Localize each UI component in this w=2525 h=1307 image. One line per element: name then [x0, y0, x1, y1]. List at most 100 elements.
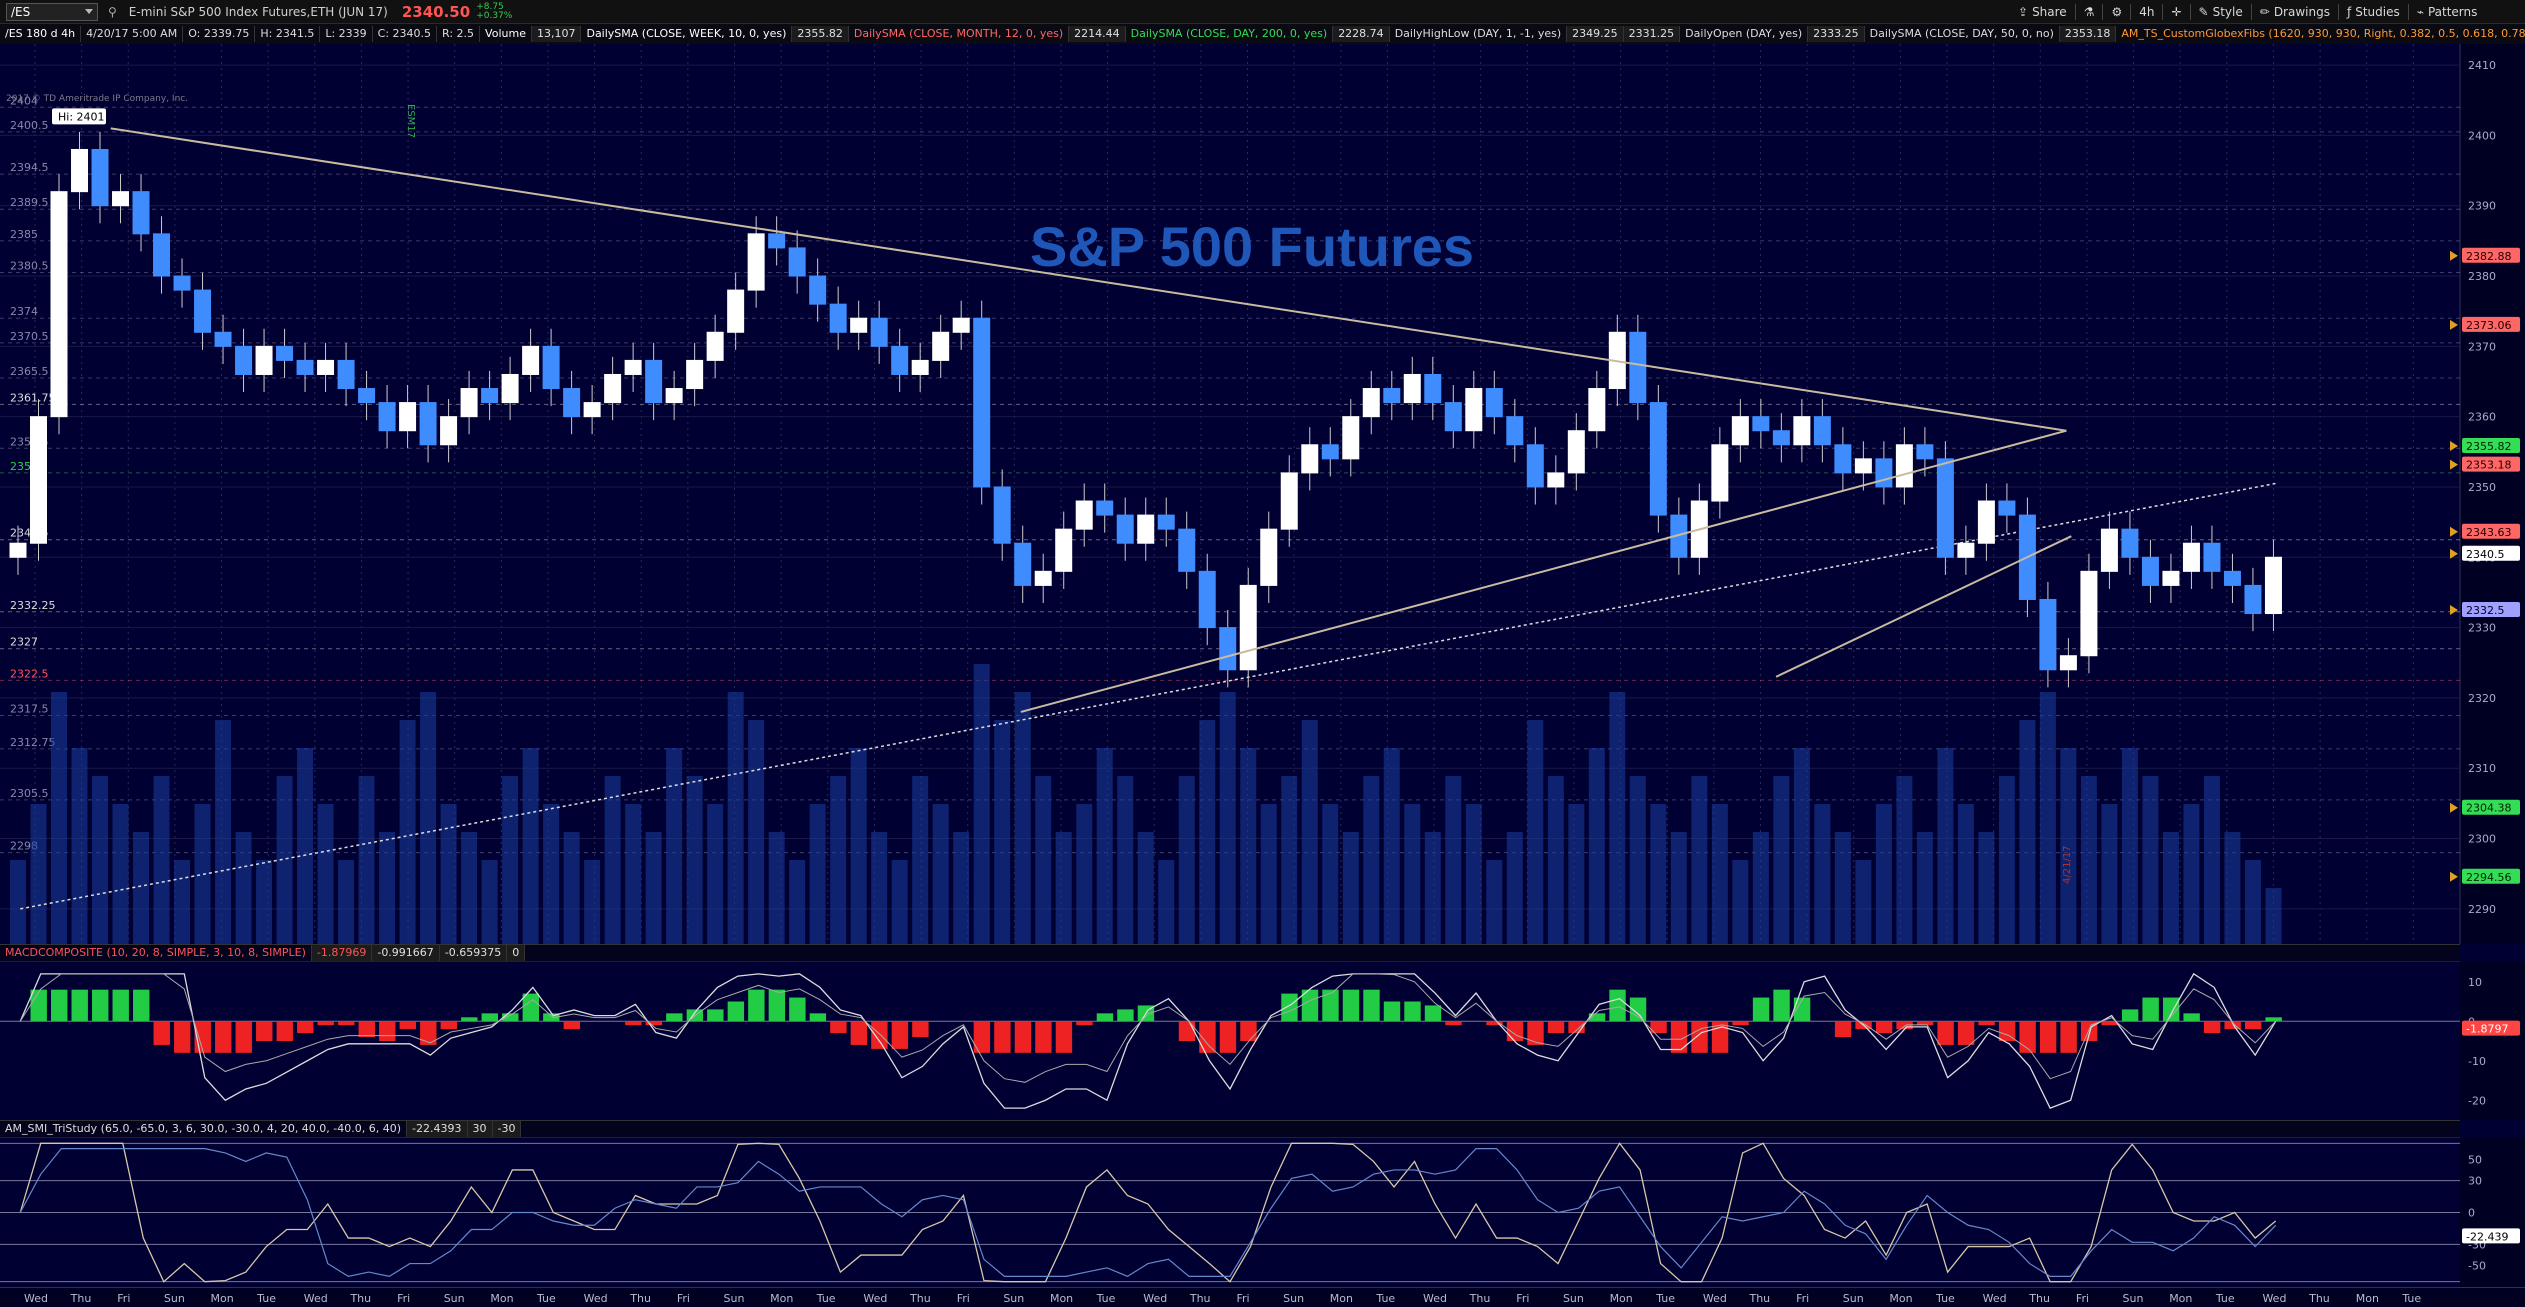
- macd-chart-svg: 100-10-20-1.8797: [0, 962, 2525, 1120]
- study-label[interactable]: DailyOpen (DAY, yes): [1680, 26, 1809, 42]
- candle-up: [2080, 570, 2098, 657]
- price-tick-label: 2370: [2468, 340, 2496, 353]
- candle-up: [1260, 528, 1278, 586]
- volume-bar: [748, 720, 765, 944]
- price-pane[interactable]: 2404 2400.5 2394.5 2389.5 2385 2380.5 2374 2370…: [0, 44, 2525, 944]
- candle-down: [2121, 528, 2139, 558]
- smi-fast-line: [19, 1142, 2277, 1283]
- macd-study-label[interactable]: MACDCOMPOSITE (10, 20, 8, SIMPLE, 3, 10,…: [0, 945, 312, 961]
- patterns-button[interactable]: Patterns: [2427, 5, 2478, 19]
- candle-down: [1178, 528, 1196, 572]
- flask-icon[interactable]: ⚗: [2083, 5, 2095, 19]
- macd-bar-positive: [92, 989, 109, 1022]
- macd-bar-positive: [2162, 997, 2180, 1022]
- bar-range: R: 2.5: [437, 26, 481, 42]
- patterns-icon[interactable]: ⌁: [2416, 5, 2424, 19]
- volume-label[interactable]: Volume: [480, 26, 532, 42]
- candle-up: [1567, 430, 1585, 474]
- smi-study-label[interactable]: AM_SMI_TriStudy (65.0, -65.0, 3, 6, 30.0…: [0, 1121, 408, 1137]
- macd-bar-negative: [1035, 1021, 1052, 1053]
- study-label[interactable]: AM_TS_CustomGlobexFibs (1620, 930, 930, …: [2116, 26, 2525, 42]
- time-tick-label: Tue: [1935, 1292, 1955, 1305]
- candle-down: [1383, 388, 1401, 404]
- candle-up: [1403, 373, 1421, 404]
- candle-down: [1649, 402, 1667, 516]
- macd-pane[interactable]: 100-10-20-1.8797: [0, 962, 2525, 1120]
- macd-bar-negative: [379, 1021, 396, 1041]
- time-tick-label: Fri: [1796, 1292, 1809, 1305]
- time-tick-label: Mon: [1330, 1292, 1353, 1305]
- crosshair-icon[interactable]: ✛: [2171, 5, 2182, 19]
- study-label[interactable]: DailySMA (CLOSE, DAY, 50, 0, no): [1865, 26, 2060, 42]
- macd-bar-negative: [1178, 1021, 1196, 1041]
- link-icon[interactable]: ⚲: [108, 4, 117, 19]
- candle-up: [1137, 514, 1155, 544]
- candle-up: [624, 359, 642, 375]
- price-tick-label: 2380: [2468, 270, 2496, 283]
- volume-bar: [891, 860, 908, 944]
- share-button[interactable]: Share: [2032, 5, 2067, 19]
- candle-up: [583, 402, 601, 418]
- time-tick-label: Mon: [2356, 1292, 2379, 1305]
- volume-bar: [1035, 776, 1052, 944]
- macd-bar-negative: [1896, 1021, 1913, 1030]
- study-label[interactable]: DailySMA (CLOSE, DAY, 200, 0, yes): [1126, 26, 1334, 42]
- studies-button[interactable]: Studies: [2355, 5, 2400, 19]
- macd-bar-negative: [1076, 1021, 1093, 1026]
- candle-down: [358, 388, 376, 404]
- price-level-label: 2404: [10, 94, 38, 107]
- study-value: 2228.74: [1333, 26, 1390, 42]
- macd-bar-negative: [1055, 1021, 1073, 1053]
- macd-bar-negative: [1834, 1021, 1852, 1038]
- smi-pane[interactable]: 50 30 0 -30 -50 -22.439: [0, 1138, 2525, 1287]
- volume-bar: [789, 860, 806, 944]
- gear-icon[interactable]: ⚙: [2111, 5, 2123, 19]
- time-tick-label: Sun: [164, 1292, 185, 1305]
- volume-bar: [1383, 748, 1400, 944]
- macd-bar-positive: [2265, 1017, 2282, 1022]
- candle-down: [296, 359, 314, 375]
- volume-bar: [1547, 776, 1564, 944]
- macd-bar-negative: [1957, 1021, 1975, 1045]
- volume-bar: [1834, 832, 1851, 944]
- candle-down: [993, 486, 1011, 544]
- bar-datetime: 4/20/17 5:00 AM: [81, 26, 184, 42]
- volume-bar: [522, 748, 539, 944]
- study-label[interactable]: DailySMA (CLOSE, MONTH, 12, 0, yes): [849, 26, 1070, 42]
- time-tick-label: Sun: [1563, 1292, 1584, 1305]
- volume-bar: [912, 776, 929, 944]
- timeframe-button[interactable]: 4h: [2139, 5, 2155, 19]
- study-label[interactable]: DailySMA (CLOSE, WEEK, 10, 0, yes): [581, 26, 793, 42]
- volume-bar: [2203, 776, 2220, 944]
- price-badge: 2340.5: [2466, 548, 2505, 561]
- pencil-icon[interactable]: ✏: [2259, 5, 2270, 19]
- volume-bar: [92, 776, 109, 944]
- volume-bar: [1916, 832, 1933, 944]
- studies-icon[interactable]: ƒ: [2346, 5, 2352, 19]
- candle-down: [337, 359, 355, 390]
- expiry-marker: 4/21/17: [2062, 845, 2073, 884]
- volume-bar: [30, 804, 47, 944]
- candle-down: [870, 317, 888, 347]
- macd-signal-line: [19, 973, 2277, 1083]
- macd-bar-negative: [256, 1021, 273, 1041]
- style-icon[interactable]: ✎: [2198, 5, 2209, 19]
- macd-bar-negative: [1978, 1021, 1995, 1026]
- style-button[interactable]: Style: [2212, 5, 2243, 19]
- symbol-selector[interactable]: /ES: [6, 2, 98, 21]
- price-change: +8.75 +0.37%: [476, 2, 512, 21]
- study-label[interactable]: DailyHighLow (DAY, 1, -1, yes): [1390, 26, 1568, 42]
- candle-down: [829, 303, 847, 333]
- smi-slow-line: [19, 1148, 2277, 1278]
- macd-value-3: -0.659375: [439, 945, 508, 961]
- volume-bar: [2060, 748, 2077, 944]
- time-tick-label: Thu: [1469, 1292, 1491, 1305]
- drawings-button[interactable]: Drawings: [2273, 5, 2330, 19]
- macd-line: [19, 972, 2277, 1109]
- candle-up: [1301, 444, 1319, 474]
- volume-bar: [1404, 804, 1421, 944]
- share-icon[interactable]: ⇪: [2018, 5, 2029, 19]
- hi-label-box: [52, 108, 106, 125]
- macd-bar-negative: [1506, 1021, 1524, 1041]
- time-axis[interactable]: Wed Thu Fri Sun Mon Tue Wed Thu Fri Sun Mon Tue Wed T…: [0, 1287, 2525, 1307]
